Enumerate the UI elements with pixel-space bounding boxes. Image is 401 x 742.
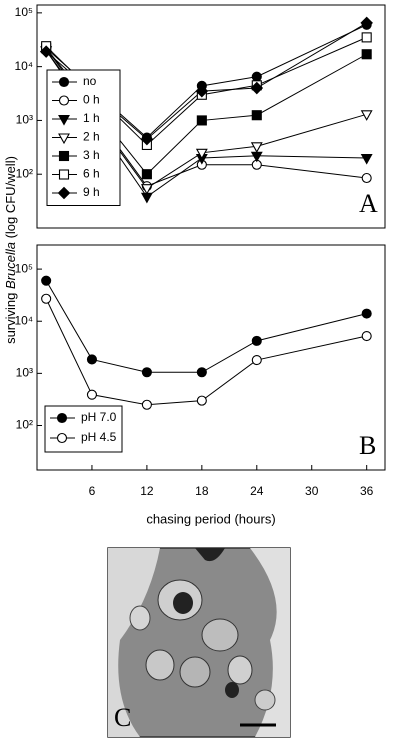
legend-box [44, 405, 123, 453]
marker [58, 150, 70, 162]
marker [141, 399, 152, 410]
marker [56, 412, 68, 424]
marker [360, 110, 373, 121]
marker [58, 169, 70, 180]
marker [140, 132, 154, 146]
marker [361, 330, 372, 342]
marker [141, 367, 152, 378]
y-axis-label: surviving Brucella (log CFU/well) [3, 156, 18, 344]
x-axis-label: chasing period (hours) [146, 511, 275, 526]
marker [196, 367, 207, 378]
plot-frame [36, 244, 386, 471]
panel-label: B [359, 431, 376, 460]
y-tick-label: 10⁵ [15, 261, 33, 275]
y-label-part: (log CFU/well) [3, 156, 18, 242]
y-tick-label: 10² [16, 418, 33, 432]
series-line [45, 298, 367, 406]
marker [56, 432, 68, 444]
legend-label: pH 7.0 [81, 410, 117, 424]
y-tick-label: 10³ [16, 366, 33, 380]
legend-label: 0 h [83, 93, 100, 107]
marker [250, 142, 263, 153]
marker [251, 335, 262, 346]
y-label-part: Brucella [3, 242, 18, 289]
marker [195, 148, 208, 160]
x-tick-label: 18 [195, 484, 209, 498]
marker [360, 153, 373, 165]
marker [41, 293, 52, 304]
marker [195, 84, 209, 98]
panel-label: A [359, 189, 378, 218]
panel-label: C [114, 703, 131, 732]
y-tick-label: 10⁴ [14, 313, 33, 327]
marker [140, 184, 153, 195]
marker [58, 76, 70, 88]
y-tick-label: 10² [16, 166, 33, 180]
marker [196, 115, 207, 126]
marker [251, 355, 262, 366]
legend-label: 9 h [83, 185, 100, 199]
y-tick-label: 10⁵ [15, 5, 33, 19]
x-tick-label: 36 [360, 484, 374, 498]
legend-label: 2 h [83, 130, 100, 144]
marker [141, 169, 152, 180]
marker [360, 16, 373, 30]
marker [361, 172, 372, 184]
legend-label: pH 4.5 [81, 430, 117, 444]
x-tick-label: 30 [305, 484, 319, 498]
y-tick-label: 10³ [16, 113, 33, 127]
x-tick-label: 24 [250, 484, 264, 498]
y-tick-label: 10⁴ [14, 59, 33, 73]
series-line [45, 280, 367, 373]
marker [251, 110, 262, 121]
marker [86, 389, 97, 400]
marker [58, 133, 70, 145]
legend-label: 1 h [83, 111, 100, 125]
legend-label: no [83, 74, 97, 88]
marker [39, 45, 53, 58]
x-tick-label: 6 [89, 484, 96, 498]
marker [250, 151, 263, 163]
marker [196, 395, 207, 406]
marker [57, 186, 71, 200]
legend-label: 3 h [83, 148, 100, 162]
micrograph: C [107, 547, 291, 738]
marker [361, 49, 372, 60]
plot-frame [36, 4, 386, 229]
legend-label: 6 h [83, 167, 100, 181]
x-tick-label: 12 [140, 484, 154, 498]
marker [361, 32, 372, 43]
y-label-part: surviving [3, 289, 18, 344]
marker [41, 275, 52, 286]
marker [86, 354, 97, 365]
marker [58, 114, 70, 126]
marker [361, 308, 372, 319]
marker [58, 95, 70, 106]
marker [250, 81, 264, 95]
marker [251, 71, 262, 82]
